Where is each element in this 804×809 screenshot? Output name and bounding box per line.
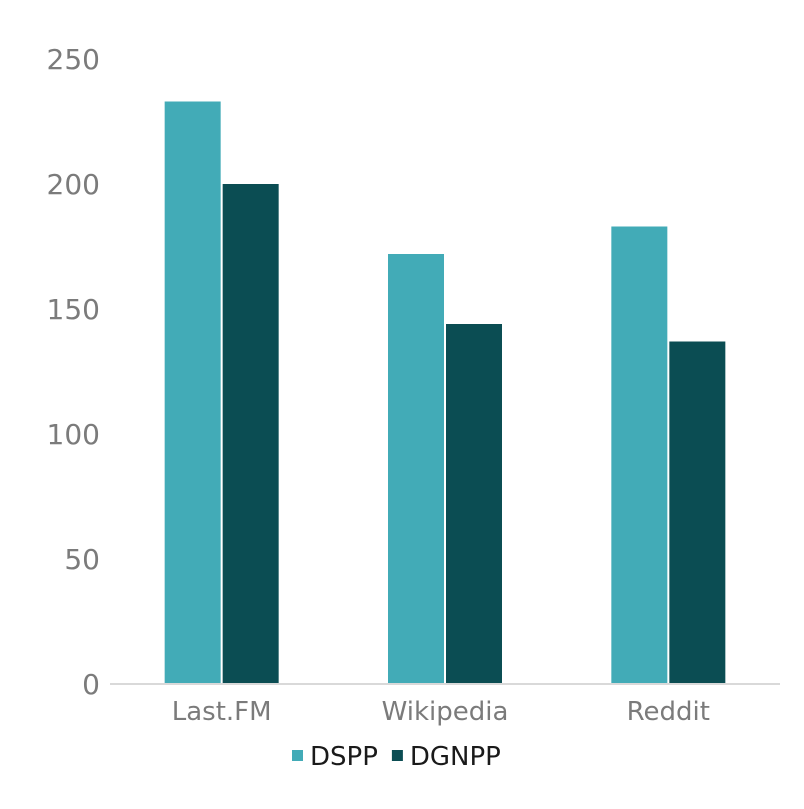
bar-dspp-reddit (611, 226, 668, 684)
y-tick-label: 150 (47, 293, 100, 326)
x-tick-label: Wikipedia (382, 697, 509, 727)
y-tick-label: 250 (47, 43, 100, 76)
legend-label-dspp: DSPP (310, 742, 378, 772)
legend-label-dgnpp: DGNPP (410, 742, 501, 772)
bar-dspp-wikipedia (388, 254, 444, 684)
x-tick-label: Last.FM (172, 697, 272, 727)
legend: DSPP DGNPP (292, 742, 501, 772)
bar-dgnpp-last-fm (222, 184, 279, 684)
y-tick-label: 50 (64, 543, 100, 576)
y-tick-label: 0 (82, 668, 100, 701)
y-axis-ticks: 0 50 100 150 200 250 (47, 43, 100, 701)
x-tick-label: Reddit (627, 697, 710, 727)
bar-dspp-last-fm (164, 101, 221, 684)
y-tick-label: 200 (47, 168, 100, 201)
bars (164, 101, 726, 684)
legend-swatch-dspp (292, 750, 303, 761)
bar-dgnpp-wikipedia (446, 324, 502, 684)
legend-swatch-dgnpp (391, 750, 403, 761)
x-axis-labels: Last.FM Wikipedia Reddit (172, 697, 710, 727)
y-tick-label: 100 (47, 418, 100, 451)
bar-dgnpp-reddit (669, 341, 726, 684)
